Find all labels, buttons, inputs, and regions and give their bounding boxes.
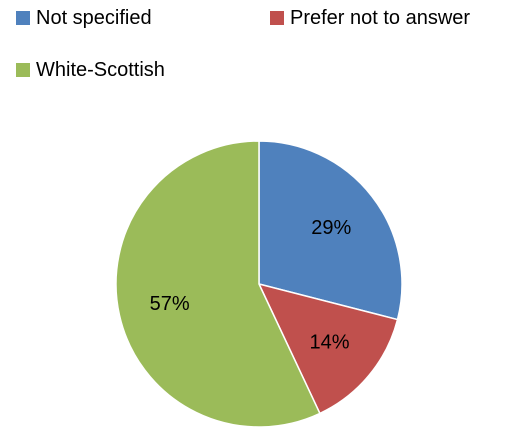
legend-label-white-scottish: White-Scottish bbox=[36, 59, 165, 81]
pie-slice-prefer-not-to-answer bbox=[258, 283, 399, 415]
pie-slice-not-specified bbox=[258, 140, 403, 321]
legend-item-white-scottish: White-Scottish bbox=[16, 60, 165, 80]
legend-swatch-white-scottish bbox=[16, 63, 30, 77]
legend-label-not-specified: Not specified bbox=[36, 7, 152, 29]
legend-item-prefer-not-to-answer: Prefer not to answer bbox=[270, 8, 470, 28]
data-label-white-scottish: 57% bbox=[150, 293, 190, 315]
chart-legend: Not specified Prefer not to answer White… bbox=[0, 0, 531, 90]
legend-item-not-specified: Not specified bbox=[16, 8, 152, 28]
pie-slice-white-scottish bbox=[115, 140, 321, 428]
data-label-not-specified: 29% bbox=[311, 217, 351, 239]
legend-swatch-not-specified bbox=[16, 11, 30, 25]
data-label-prefer-not-to-answer: 14% bbox=[310, 331, 350, 353]
legend-label-prefer-not-to-answer: Prefer not to answer bbox=[290, 7, 471, 29]
legend-swatch-prefer-not-to-answer bbox=[270, 11, 284, 25]
